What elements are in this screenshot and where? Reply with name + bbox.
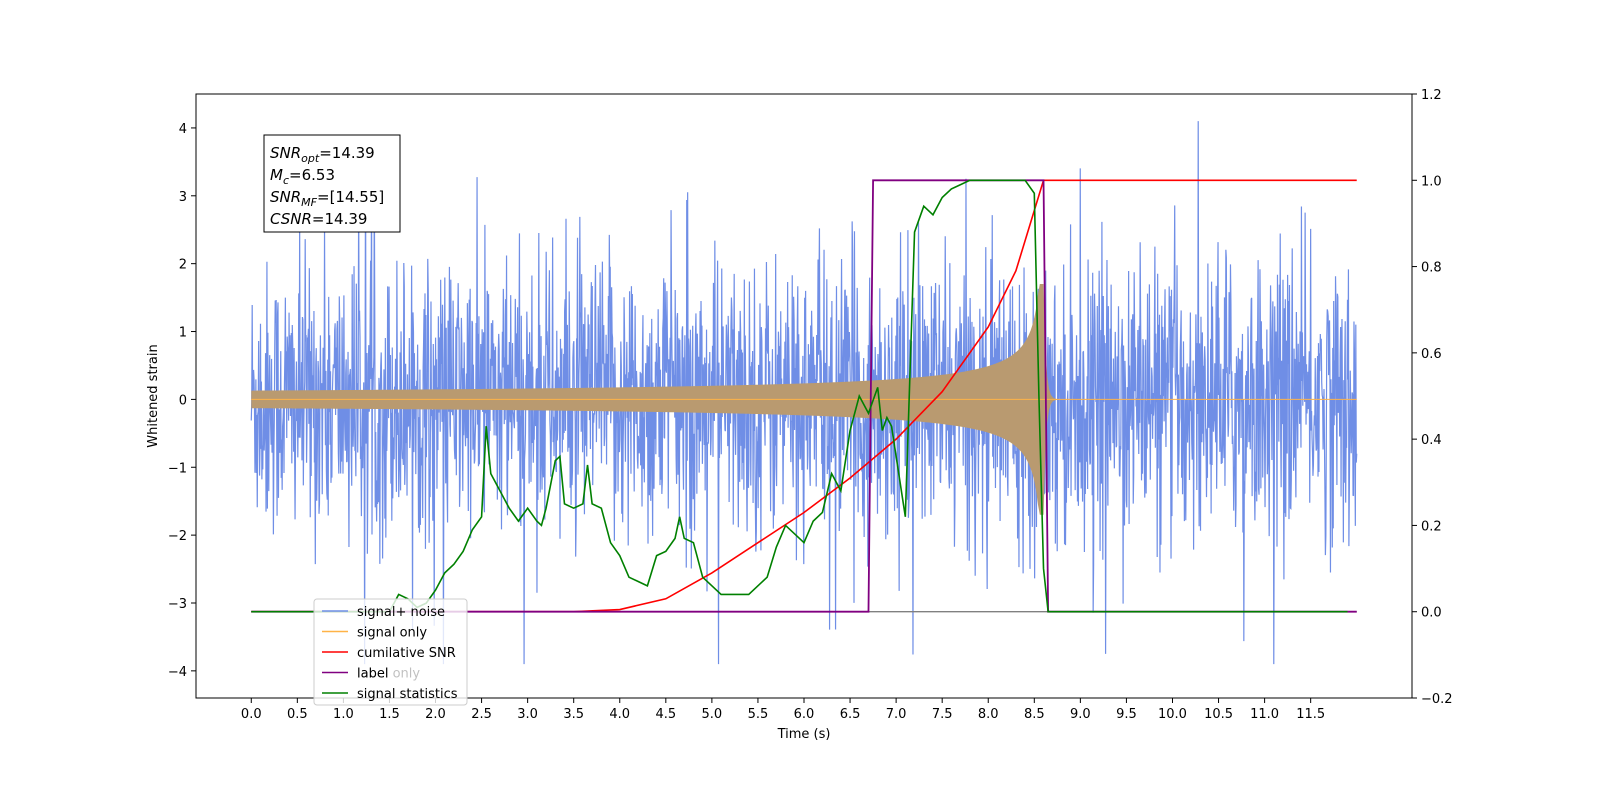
- annotation-box: SNRopt=14.39Mc=6.53SNRMF=[14.55]CSNR=14.…: [263, 134, 401, 233]
- annotation-line: Mc=6.53: [270, 166, 335, 187]
- y-tick-label: −4: [168, 665, 187, 680]
- x-tick-label: 4.0: [609, 707, 630, 722]
- y2-tick-label: 1.2: [1421, 88, 1442, 103]
- y-tick-label: 1: [179, 326, 187, 341]
- legend-entry: signal+ noise: [357, 605, 445, 620]
- legend-entry: label: [357, 667, 388, 682]
- x-tick-label: 11.5: [1296, 707, 1325, 722]
- legend-entry: signal only: [357, 626, 427, 641]
- y2-tick-label: 0.2: [1421, 519, 1442, 534]
- x-tick-label: 0.5: [287, 707, 308, 722]
- x-tick-label: 2.5: [471, 707, 492, 722]
- y-tick-label: 4: [179, 122, 187, 137]
- x-tick-label: 7.0: [886, 707, 907, 722]
- plot-area: [250, 121, 1358, 665]
- x-tick-label: 7.5: [932, 707, 953, 722]
- y-tick-label: 0: [179, 393, 187, 408]
- legend-entry-faint: label only: [357, 667, 420, 682]
- legend-entry: signal statistics: [357, 687, 458, 702]
- x-tick-label: 5.0: [702, 707, 723, 722]
- x-axis-label: Time (s): [777, 727, 831, 742]
- y2-tick-label: 0.0: [1421, 606, 1442, 621]
- x-tick-label: 8.5: [1024, 707, 1045, 722]
- x-tick-label: 6.5: [840, 707, 861, 722]
- y2-tick-label: 0.4: [1421, 433, 1442, 448]
- x-tick-label: 10.5: [1204, 707, 1233, 722]
- y2-tick-label: 0.6: [1421, 347, 1442, 362]
- annotation-line: SNRopt=14.39: [270, 144, 375, 165]
- x-tick-label: 6.0: [794, 707, 815, 722]
- x-tick-label: 10.0: [1158, 707, 1187, 722]
- legend-entry: cumilative SNR: [357, 646, 456, 661]
- y-tick-label: −1: [168, 461, 187, 476]
- legend: signal+ noise signal only cumilative SNR la…: [313, 598, 468, 706]
- annotation-line: CSNR=14.39: [270, 210, 367, 228]
- series-cumulative-snr: [251, 179, 1357, 613]
- x-tick-label: 11.0: [1250, 707, 1279, 722]
- x-tick-label: 9.5: [1116, 707, 1137, 722]
- y-tick-label: −2: [168, 529, 187, 544]
- x-tick-label: 3.5: [563, 707, 584, 722]
- x-tick-label: 3.0: [517, 707, 538, 722]
- x-tick-label: 1.0: [333, 707, 354, 722]
- series-signal-statistics: [251, 179, 1348, 613]
- y2-tick-label: −0.2: [1421, 692, 1453, 707]
- y-tick-label: −3: [168, 597, 187, 612]
- series-signal-noise: [250, 121, 1358, 665]
- y-tick-label: 3: [179, 190, 187, 205]
- x-tick-label: 2.0: [425, 707, 446, 722]
- y-tick-label: 2: [179, 258, 187, 273]
- x-tick-label: 9.0: [1070, 707, 1091, 722]
- x-tick-label: 0.0: [241, 707, 262, 722]
- x-tick-label: 1.5: [379, 707, 400, 722]
- y-axis-label: Whitened strain: [146, 344, 161, 447]
- x-tick-label: 4.5: [655, 707, 676, 722]
- x-tick-label: 8.0: [978, 707, 999, 722]
- annotation-line: SNRMF=[14.55]: [270, 188, 384, 209]
- y2-tick-label: 1.0: [1421, 174, 1442, 189]
- y2-tick-label: 0.8: [1421, 261, 1442, 276]
- x-tick-label: 5.5: [748, 707, 769, 722]
